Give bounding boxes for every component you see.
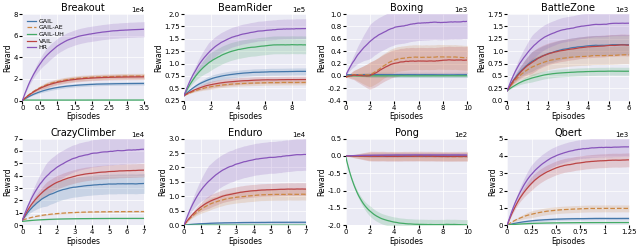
- X-axis label: Episodes: Episodes: [228, 112, 262, 121]
- Y-axis label: Reward: Reward: [477, 43, 486, 72]
- X-axis label: Episodes: Episodes: [551, 112, 585, 121]
- Y-axis label: Reward: Reward: [3, 168, 12, 196]
- Text: 1e4: 1e4: [131, 132, 144, 138]
- Text: 1e3: 1e3: [616, 7, 629, 13]
- Y-axis label: Reward: Reward: [317, 43, 326, 72]
- Legend: GAIL, GAIL-AE, GAIL-UH, VAIL, HR: GAIL, GAIL-AE, GAIL-UH, VAIL, HR: [26, 17, 66, 52]
- Title: BattleZone: BattleZone: [541, 3, 595, 13]
- Title: BeamRider: BeamRider: [218, 3, 272, 13]
- Title: Qbert: Qbert: [554, 128, 582, 138]
- Title: Enduro: Enduro: [228, 128, 262, 138]
- Y-axis label: Reward: Reward: [488, 168, 497, 196]
- X-axis label: Episodes: Episodes: [228, 237, 262, 246]
- Y-axis label: Reward: Reward: [317, 168, 326, 196]
- Y-axis label: Reward: Reward: [154, 43, 163, 72]
- Y-axis label: Reward: Reward: [3, 43, 12, 72]
- X-axis label: Episodes: Episodes: [66, 237, 100, 246]
- Title: Boxing: Boxing: [390, 3, 423, 13]
- Text: 1e4: 1e4: [292, 132, 306, 138]
- Title: Pong: Pong: [394, 128, 419, 138]
- Text: 1e4: 1e4: [131, 7, 144, 13]
- Text: 1e5: 1e5: [292, 7, 306, 13]
- Title: Breakout: Breakout: [61, 3, 105, 13]
- Text: 1e3: 1e3: [616, 132, 629, 138]
- X-axis label: Episodes: Episodes: [390, 237, 424, 246]
- Text: 1e3: 1e3: [454, 7, 467, 13]
- X-axis label: Episodes: Episodes: [390, 112, 424, 121]
- X-axis label: Episodes: Episodes: [66, 112, 100, 121]
- Title: CrazyClimber: CrazyClimber: [51, 128, 116, 138]
- X-axis label: Episodes: Episodes: [551, 237, 585, 246]
- Y-axis label: Reward: Reward: [158, 168, 167, 196]
- Text: 1e2: 1e2: [454, 132, 467, 138]
